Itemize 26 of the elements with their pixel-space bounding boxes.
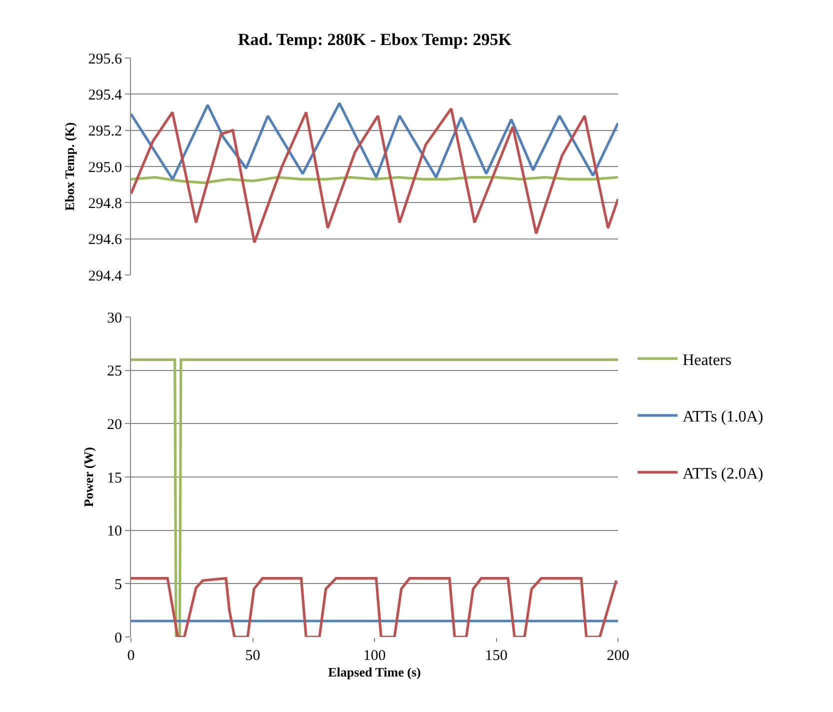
y-tick-label: 294.4	[88, 268, 122, 284]
y-tick-label: 294.8	[88, 196, 122, 212]
x-axis-title: Elapsed Time (s)	[328, 664, 421, 680]
y-tick-label: 10	[107, 524, 122, 540]
y-tick-label: 295.0	[88, 160, 122, 176]
y-tick-label: 0	[114, 630, 122, 646]
y-axis-title: Power (W)	[80, 446, 96, 508]
y-tick-label: 20	[107, 416, 122, 433]
x-tick-label: 50	[245, 648, 260, 664]
legend-label: Heaters	[682, 352, 732, 369]
legend-label: ATTs (2.0A)	[682, 465, 764, 482]
y-tick-label: 295.6	[88, 51, 122, 68]
y-tick-label: 5	[114, 576, 122, 593]
y-tick-label: 30	[107, 310, 122, 326]
legend-label: ATTs (1.0A)	[682, 408, 764, 426]
chart-title: Rad. Temp: 280K - Ebox Temp: 295K	[238, 30, 512, 49]
x-tick-label: 150	[485, 648, 508, 664]
y-tick-label: 295.4	[88, 87, 122, 104]
y-tick-label: 295.2	[88, 124, 122, 140]
x-tick-label: 0	[127, 648, 135, 664]
x-tick-label: 200	[606, 648, 630, 664]
y-tick-label: 25	[107, 364, 122, 380]
y-tick-label: 15	[107, 470, 122, 486]
y-tick-label: 294.6	[88, 232, 122, 248]
x-tick-label: 100	[363, 648, 386, 664]
y-axis-title: Ebox Temp. (K)	[62, 122, 78, 211]
